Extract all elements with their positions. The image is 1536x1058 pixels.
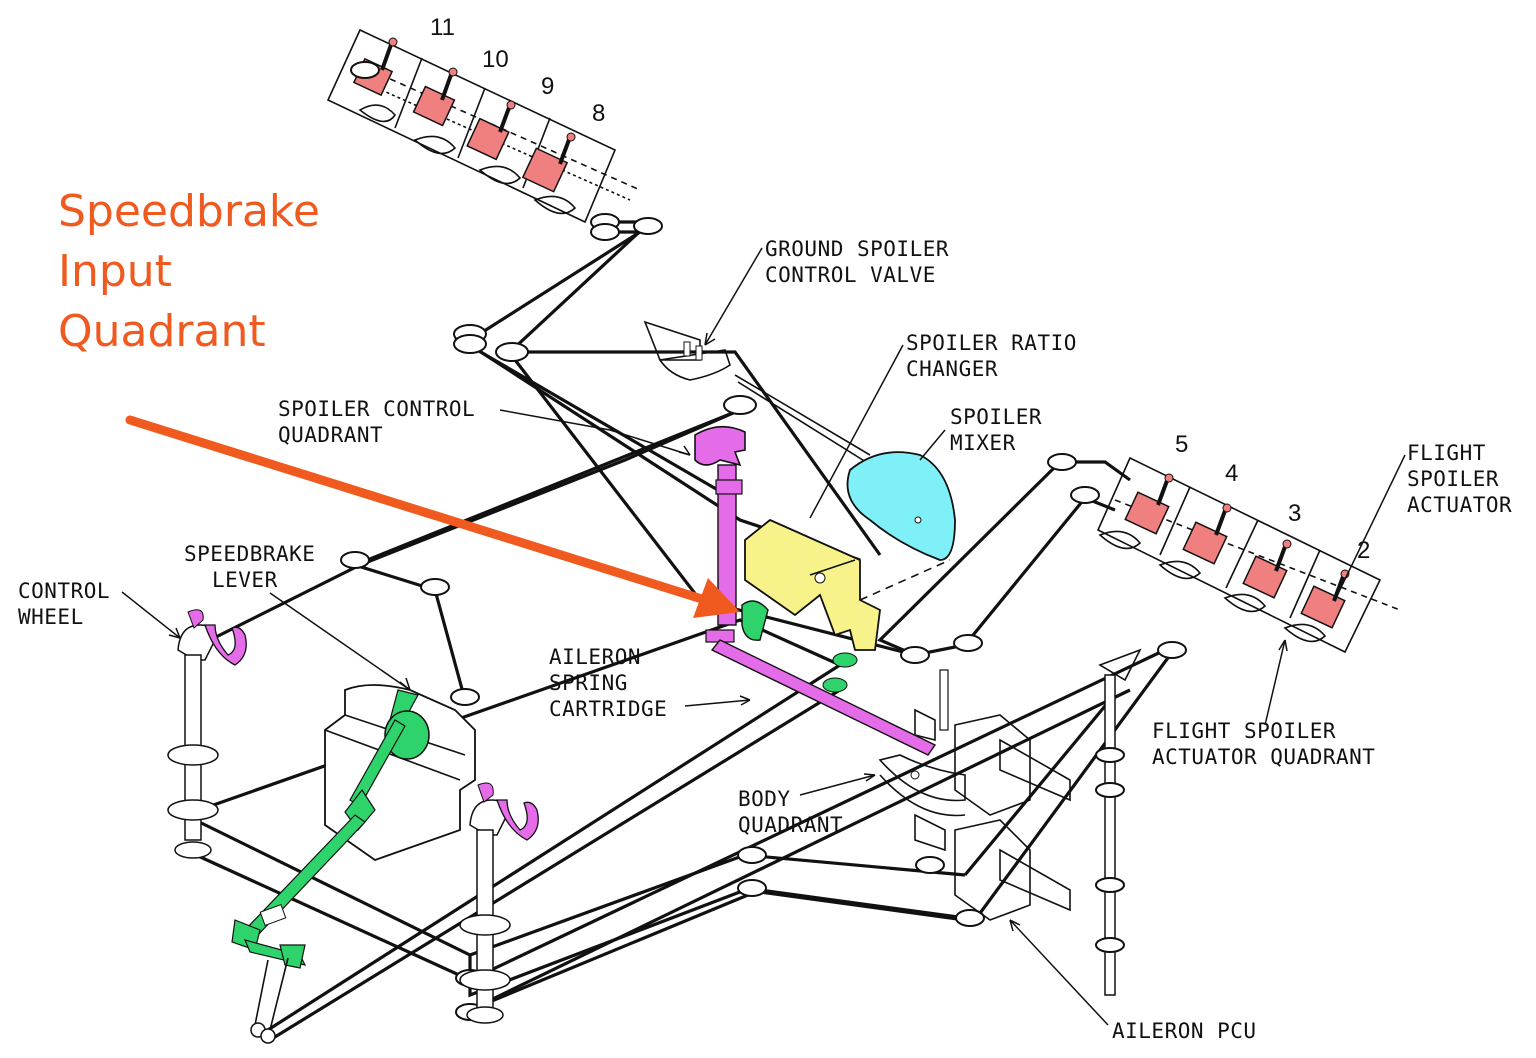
label-aileron-spring-cartridge: AILERON SPRING CARTRIDGE	[549, 645, 667, 721]
label-flight-spoiler-actuator-quadrant: FLIGHT SPOILER ACTUATOR QUADRANT	[1152, 719, 1375, 769]
aileron-pcu	[914, 648, 1142, 996]
label-spoiler-ratio-changer: SPOILER RATIO CHANGER	[906, 331, 1090, 381]
label-control-wheel: CONTROL WHEEL	[18, 579, 123, 629]
panel-number-5: 5	[1175, 431, 1188, 458]
panel-number-2: 2	[1357, 537, 1370, 564]
spoiler-mixer	[846, 451, 956, 561]
label-spoiler-mixer: SPOILER MIXER	[950, 405, 1055, 455]
pulleys	[340, 213, 1187, 1021]
spoiler-control-quadrant	[694, 425, 937, 756]
spoiler-ratio-changer	[744, 518, 951, 651]
right-actuator-2	[1300, 569, 1350, 629]
panel-numbers: 11 10 9 8 5 4 3 2	[430, 14, 1370, 564]
right-actuator-3	[1242, 539, 1292, 599]
speedbrake-linkage	[231, 689, 430, 1044]
control-wheel-right	[459, 782, 539, 1024]
label-body-quadrant: BODY QUADRANT	[738, 787, 843, 837]
upper-spoiler-bank	[326, 28, 641, 224]
upper-actuator-10	[412, 67, 458, 127]
ground-spoiler-control-valve	[643, 320, 871, 463]
control-wheel-left	[167, 609, 247, 859]
right-actuator-5	[1124, 473, 1174, 535]
panel-number-11: 11	[430, 14, 455, 41]
right-spoiler-bank	[1096, 456, 1401, 654]
panel-number-10: 10	[482, 46, 509, 73]
callout-line-1: Speedbrake	[58, 186, 320, 237]
label-flight-spoiler-actuator: FLIGHT SPOILER ACTUATOR	[1407, 441, 1512, 517]
callout-line-3: Quadrant	[58, 306, 266, 357]
speedbrake-input-quadrant-callout: Speedbrake Input Quadrant	[58, 186, 320, 357]
aileron-spring-cartridge	[741, 600, 858, 693]
panel-number-9: 9	[541, 73, 554, 100]
panel-number-4: 4	[1225, 460, 1238, 487]
panel-number-3: 3	[1288, 500, 1301, 527]
speedbrake-input-arrow	[125, 415, 740, 618]
label-aileron-pcu: AILERON PCU	[1112, 1019, 1257, 1043]
right-actuator-4	[1182, 503, 1232, 565]
upper-actuator-9	[466, 100, 516, 161]
upper-actuator-8	[521, 132, 576, 193]
body-quadrant	[878, 754, 966, 817]
callout-line-2: Input	[58, 246, 172, 297]
leader-lines	[121, 247, 1406, 1026]
panel-number-8: 8	[592, 100, 605, 127]
component-labels: GROUND SPOILER CONTROL VALVE SPOILER RAT…	[18, 237, 1512, 1043]
label-ground-spoiler-control-valve: GROUND SPOILER CONTROL VALVE	[765, 237, 962, 287]
label-speedbrake-lever: SPEEDBRAKE LEVER	[184, 542, 329, 592]
label-spoiler-control-quadrant: SPOILER CONTROL QUADRANT	[278, 397, 488, 447]
